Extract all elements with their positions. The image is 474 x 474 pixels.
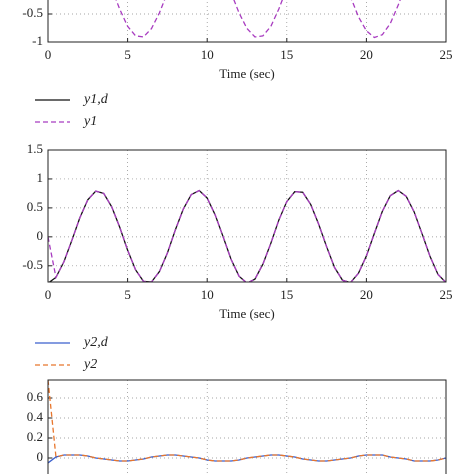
series-line [48, 380, 446, 462]
plot-area [115, 0, 401, 39]
plot-area [48, 380, 446, 464]
y-tick-label: 0.6 [27, 389, 44, 404]
x-tick-label: 5 [124, 47, 131, 62]
x-axis-label: Time (sec) [219, 66, 275, 81]
y-tick-label: 0 [37, 449, 44, 464]
y-tick-label: 1.5 [27, 141, 43, 156]
y-tick-label: 0.4 [27, 409, 44, 424]
axes-frame [47, 379, 447, 474]
legend-label: y2 [82, 357, 97, 372]
x-tick-label: 25 [440, 47, 453, 62]
x-axis-label: Time (sec) [219, 306, 275, 321]
y-tick-label: 1 [37, 170, 44, 185]
x-tick-label: 0 [45, 47, 52, 62]
x-tick-label: 5 [124, 287, 131, 302]
legend-label: y1,d [82, 92, 109, 107]
y-tick-label: 0.2 [27, 429, 43, 444]
y-tick-label: -0.5 [22, 5, 43, 20]
x-tick-label: 20 [360, 287, 373, 302]
y-tick-label: -1 [32, 33, 43, 48]
x-tick-label: 0 [45, 287, 52, 302]
x-tick-label: 20 [360, 47, 373, 62]
x-tick-label: 10 [201, 287, 214, 302]
x-tick-label: 15 [280, 287, 293, 302]
series-line [48, 189, 446, 282]
y-tick-label: 0.5 [27, 199, 43, 214]
axes-frame [47, 149, 447, 283]
x-tick-label: 15 [280, 47, 293, 62]
legend-label: y1 [82, 114, 97, 129]
series-line [48, 189, 446, 282]
series-line [115, 0, 401, 39]
x-tick-label: 10 [201, 47, 214, 62]
y-tick-label: 0 [37, 228, 44, 243]
axes-frame [47, 0, 447, 43]
legend-label: y2,d [82, 335, 109, 350]
x-tick-label: 25 [440, 287, 453, 302]
plot-area [48, 189, 446, 282]
y-tick-label: -0.5 [22, 257, 43, 272]
